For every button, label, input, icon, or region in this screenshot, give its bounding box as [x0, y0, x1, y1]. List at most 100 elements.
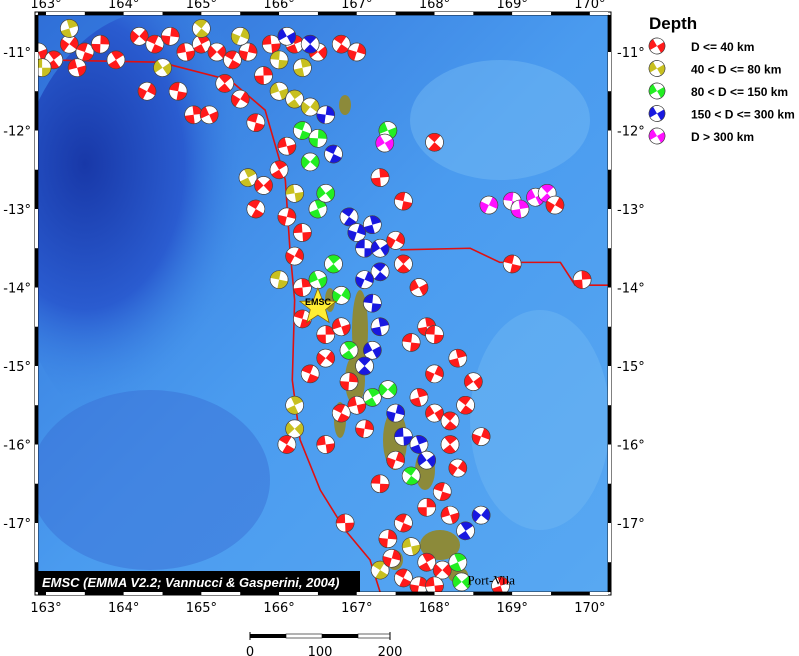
earthquake-beachball [176, 42, 196, 62]
earthquake-events [38, 19, 592, 592]
earthquake-beachball [417, 497, 437, 517]
earthquake-beachball [145, 34, 165, 54]
earthquake-beachball [401, 537, 421, 556]
earthquake-beachball [456, 521, 475, 541]
earthquake-beachball [293, 58, 312, 77]
scale-label-100: 100 [308, 645, 333, 656]
earthquake-beachball [331, 403, 351, 423]
earthquake-beachball [192, 34, 211, 54]
earthquake-beachball [269, 160, 289, 180]
earthquake-beachball [440, 411, 460, 431]
lat-label-right: -15° [617, 360, 645, 375]
earthquake-beachball [223, 50, 242, 70]
scale-label-200: 200 [378, 645, 403, 656]
earthquake-beachball [425, 132, 444, 152]
earthquake-beachball [168, 81, 188, 101]
island [420, 530, 460, 560]
earthquake-beachball [285, 89, 304, 109]
earthquake-beachball [386, 403, 405, 423]
earthquake-beachball [417, 552, 437, 572]
earthquake-beachball [355, 419, 374, 439]
earthquake-beachball [246, 199, 266, 219]
earthquake-beachball [285, 184, 304, 203]
earthquake-beachball [67, 58, 87, 77]
axis-labels: 163° 163° 164° 164° 165° 165° 166° 166° 167° 167°… [3, 0, 644, 616]
earthquake-beachball [401, 333, 421, 352]
earthquake-beachball [339, 207, 359, 227]
shallow-plateau-east [470, 310, 608, 530]
earthquake-beachball [137, 81, 157, 101]
earthquake-beachball [471, 505, 491, 525]
star-icon [298, 286, 338, 324]
lat-label-right: -14° [617, 282, 645, 297]
earthquake-beachball [308, 270, 328, 289]
earthquake-beachball [370, 474, 390, 494]
legend-item-label: 40 < D <= 80 km [691, 63, 781, 77]
earthquake-beachball [386, 231, 405, 250]
earthquake-beachball [106, 50, 126, 70]
lon-label-bottom: 170° [574, 601, 605, 616]
earthquake-beachball [254, 66, 273, 85]
earthquake-beachball [432, 560, 452, 580]
map-frame [34, 11, 612, 596]
lon-label-bottom: 163° [30, 601, 61, 616]
earthquake-beachball [479, 195, 499, 215]
earthquake-beachball [207, 42, 227, 62]
earthquake-beachball [285, 395, 304, 415]
earthquake-beachball [370, 168, 390, 187]
legend-beachball-icon [648, 105, 666, 122]
lon-label-bottom: 168° [419, 601, 450, 616]
earthquake-beachball [394, 427, 413, 446]
earthquake-beachball [277, 26, 297, 46]
earthquake-beachball [363, 215, 382, 234]
earthquake-beachball [448, 552, 468, 572]
earthquake-beachball [409, 278, 429, 297]
earthquake-beachball [192, 19, 211, 38]
earthquake-beachball [269, 81, 289, 101]
earthquake-beachball [184, 105, 203, 125]
earthquake-beachball [161, 26, 180, 46]
earthquake-beachball [394, 568, 413, 588]
earthquake-beachball [293, 278, 312, 297]
lat-label-right: -11° [617, 46, 645, 61]
lon-label-top: 164° [108, 0, 139, 12]
lon-label-bottom: 167° [341, 601, 372, 616]
legend-item-label: 150 < D <= 300 km [691, 108, 795, 122]
earthquake-beachball [277, 136, 297, 156]
earthquake-beachball [510, 199, 530, 219]
earthquake-beachball [432, 482, 452, 501]
lat-label-right: -12° [617, 125, 645, 140]
earthquake-beachball [129, 26, 149, 46]
earthquake-beachball [448, 458, 468, 478]
map-area[interactable]: EMSC Port-Vila EMSC (EMMA V2.2; Vannucci… [10, 10, 610, 597]
earthquake-beachball [300, 34, 320, 54]
earthquake-beachball [91, 34, 110, 54]
earthquake-beachball [448, 348, 468, 368]
lat-label-left: -16° [3, 439, 31, 454]
earthquake-beachball [347, 223, 367, 242]
earthquake-beachball [215, 74, 235, 93]
earthquake-beachball [545, 195, 565, 215]
earthquake-beachball [417, 450, 437, 470]
earthquake-beachball [285, 419, 304, 439]
lat-label-right: -13° [617, 203, 645, 218]
earthquake-beachball [347, 42, 367, 62]
deep-basin-south [38, 390, 270, 570]
earthquake-beachball [370, 317, 390, 337]
lon-label-top: 167° [341, 0, 372, 12]
earthquake-beachball [238, 168, 258, 187]
earthquake-beachball [153, 58, 172, 77]
earthquake-beachball [370, 262, 390, 282]
legend-beachball-icon [648, 82, 666, 100]
earthquake-beachball [375, 133, 395, 153]
lat-label-right: -16° [617, 439, 645, 454]
legend-beachball-icon [648, 127, 666, 145]
legend: Depth D <= 40 km 40 < D <= 80 km 80 < D <=… [648, 14, 795, 145]
earthquake-beachball [502, 254, 522, 274]
earthquake-beachball [382, 549, 402, 568]
earthquake-beachball [316, 184, 336, 203]
earthquake-beachball [440, 435, 460, 454]
earthquake-beachball [425, 364, 444, 384]
lat-label-left: -13° [3, 203, 31, 218]
earthquake-beachball [300, 364, 320, 384]
